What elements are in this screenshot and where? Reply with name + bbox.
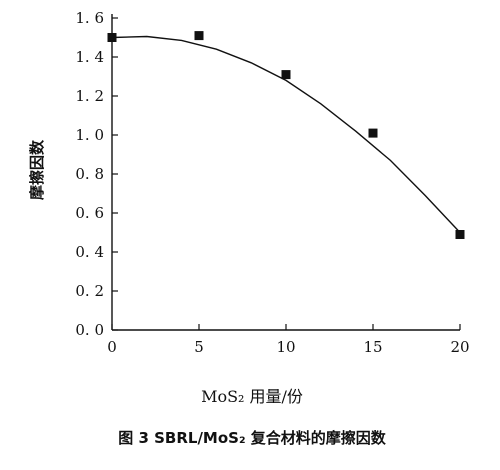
axes [111,14,460,331]
figure-caption: 图 3 SBRL/MoS₂ 复合材料的摩擦因数 [118,429,387,447]
y-tick-label: 1. 0 [75,126,104,144]
fit-curve-line [111,35,461,233]
y-tick-label: 1. 6 [75,9,104,27]
x-tick-label: 15 [363,338,382,356]
x-tick-label: 5 [194,338,204,356]
data-point [455,230,465,239]
data-points [107,31,465,239]
data-point [368,128,378,138]
y-tick-label: 1. 4 [75,48,104,66]
x-tick-label: 10 [276,338,295,356]
y-tick-label: 0. 8 [75,165,104,183]
fit-curve-layer [111,35,461,233]
ticks: 0 5 10 15 20 0. 0 0. 2 0. 4 0. 6 0. 8 1. 0 1. 2 1. 4… [75,9,469,356]
y-tick-label: 0. 2 [75,282,104,300]
x-tick-label: 20 [450,338,469,356]
y-tick-label: 0. 6 [75,204,104,222]
y-tick-label: 0. 4 [75,243,104,261]
y-tick-label: 1. 2 [75,87,104,105]
y-tick-label: 0. 0 [75,321,104,339]
data-point [281,70,291,80]
data-point [107,33,117,42]
x-tick-label: 0 [107,338,117,356]
y-axis-label: 摩擦因数 [28,139,46,200]
x-axis-label: MoS₂ 用量/份 [201,387,303,406]
data-point [194,31,204,41]
